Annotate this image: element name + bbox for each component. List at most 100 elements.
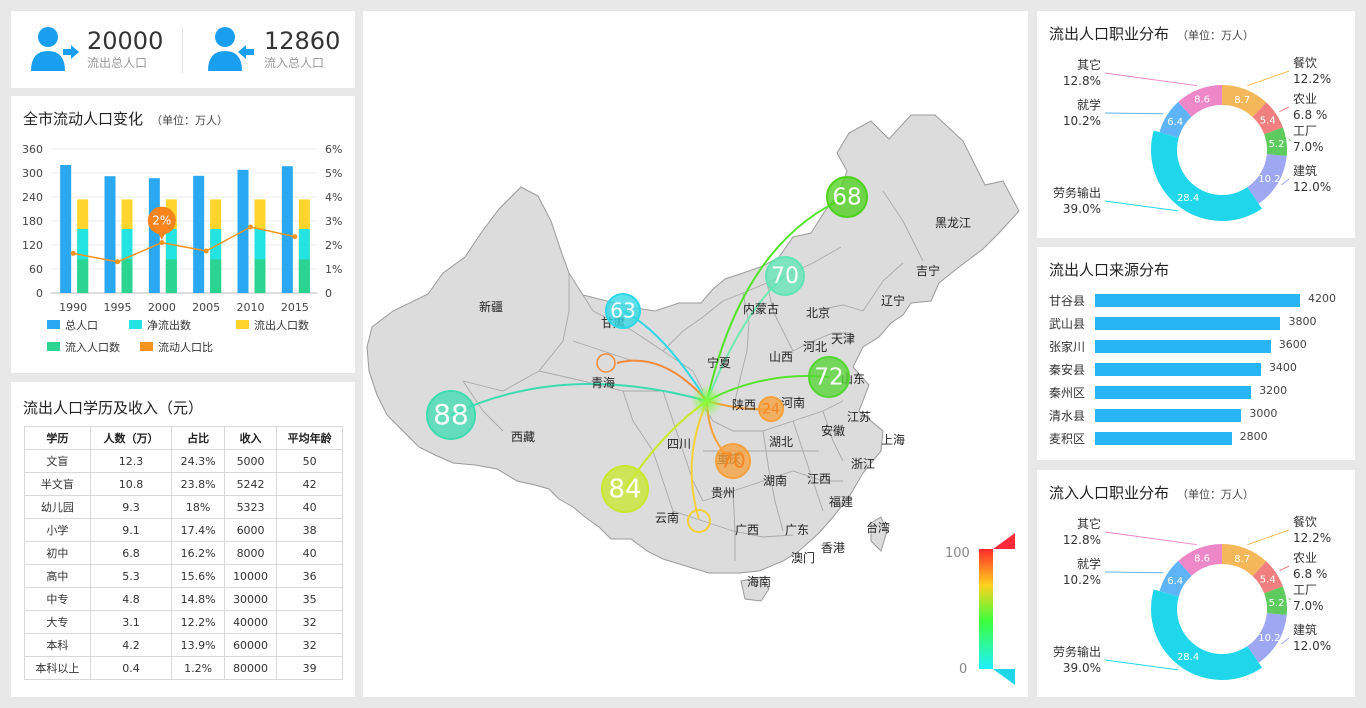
province-label[interactable]: 江苏 (847, 410, 871, 424)
donut-slice[interactable] (1178, 85, 1222, 117)
donut-slice[interactable] (1151, 130, 1263, 221)
legend-swatch[interactable] (129, 320, 142, 329)
legend-label[interactable]: 净流出数 (147, 318, 191, 332)
table-cell: 13.9% (171, 633, 225, 657)
table-cell: 初中 (24, 541, 91, 565)
donut-slice[interactable] (1159, 102, 1192, 138)
donut-slice[interactable] (1151, 589, 1263, 680)
donut-slice[interactable] (1247, 613, 1287, 663)
province-label[interactable]: 辽宁 (881, 293, 905, 308)
list-item[interactable]: 秦安县 3400 (1037, 358, 1366, 381)
source-name: 武山县 (1049, 317, 1086, 331)
legend-swatch[interactable] (47, 342, 60, 351)
y-tick-label: 360 (22, 143, 43, 156)
ratio-point[interactable] (115, 259, 120, 265)
legend-swatch[interactable] (236, 320, 249, 329)
province-label[interactable]: 江西 (807, 472, 831, 486)
flow-bubble[interactable] (758, 396, 784, 422)
donut-slice[interactable] (1252, 102, 1283, 135)
province-label[interactable]: 上海 (881, 432, 905, 447)
donut-slice[interactable] (1264, 127, 1287, 157)
table-cell: 4.2 (89, 633, 173, 657)
table-row: 幼儿园 9.3 18% 5323 40 (24, 495, 343, 519)
flow-bubble[interactable] (605, 293, 641, 329)
source-name: 清水县 (1049, 409, 1086, 423)
province-label[interactable]: 天津 (831, 332, 855, 346)
province-label[interactable]: 河南 (781, 395, 805, 410)
donut-slice[interactable] (1159, 561, 1192, 597)
province-label[interactable]: 黑龙江 (935, 216, 971, 230)
flow-bubble[interactable] (715, 443, 751, 479)
inflow-label: 流入总人口 (264, 55, 325, 70)
list-item[interactable]: 张家川 3600 (1037, 335, 1366, 358)
table-cell: 6.8 (89, 541, 173, 565)
province-label[interactable]: 海南 (747, 574, 771, 589)
donut-slice[interactable] (1222, 544, 1267, 577)
slice-leader-line (1247, 70, 1290, 87)
table-row: 大专 3.1 12.2% 40000 32 (24, 610, 343, 634)
flow-bubble[interactable] (808, 356, 850, 398)
province-label[interactable]: 宁夏 (707, 355, 731, 370)
province-label[interactable]: 福建 (829, 494, 853, 509)
donut-slice[interactable] (1178, 544, 1222, 576)
list-item[interactable]: 清水县 3000 (1037, 404, 1366, 427)
flow-bubble[interactable] (826, 176, 868, 218)
list-item[interactable]: 秦州区 3200 (1037, 381, 1366, 404)
province-label[interactable]: 西藏 (511, 430, 535, 444)
province-label[interactable]: 安徽 (821, 423, 845, 438)
province-label[interactable]: 台湾 (866, 520, 890, 535)
legend-swatch[interactable] (47, 320, 60, 329)
province-label[interactable]: 广西 (735, 523, 759, 537)
donut-slice[interactable] (1247, 154, 1287, 204)
legend-label[interactable]: 总人口 (65, 318, 98, 332)
province-label[interactable]: 陕西 (732, 397, 756, 412)
legend-label[interactable]: 流动人口比 (158, 340, 213, 354)
flow-bubble[interactable] (765, 256, 805, 296)
donut-slice[interactable] (1264, 586, 1287, 616)
ratio-point[interactable] (159, 240, 165, 246)
slice-pct-label: 12.0% (1293, 180, 1331, 194)
legend-swatch[interactable] (140, 342, 153, 351)
legend-label[interactable]: 流入人口数 (65, 340, 120, 354)
ratio-point[interactable] (248, 224, 253, 230)
list-item[interactable]: 麦积区 2800 (1037, 427, 1366, 450)
ratio-point[interactable] (203, 248, 209, 254)
legend-label[interactable]: 流出人口数 (254, 318, 309, 332)
province-label[interactable]: 四川 (667, 437, 691, 451)
donut-slice[interactable] (1222, 85, 1267, 118)
province-label[interactable]: 广东 (785, 523, 809, 537)
flow-bubble[interactable] (601, 465, 649, 513)
province-label[interactable]: 内蒙古 (743, 301, 779, 316)
list-item[interactable]: 武山县 3800 (1037, 312, 1366, 335)
province-label[interactable]: 河北 (803, 340, 827, 354)
scale-max-handle[interactable] (993, 533, 1015, 549)
list-item[interactable]: 甘谷县 4200 (1037, 289, 1366, 312)
flow-bubble[interactable] (426, 390, 476, 440)
province-label[interactable]: 吉宁 (916, 263, 940, 278)
table-cell: 10.8 (89, 472, 173, 496)
table-cell: 4.8 (89, 587, 173, 611)
source-bar (1095, 432, 1232, 445)
slice-name-label: 农业 (1293, 92, 1317, 106)
province-label[interactable]: 湖北 (769, 434, 793, 449)
province-label[interactable]: 贵州 (711, 486, 735, 500)
y2-tick-label: 5% (325, 167, 342, 180)
province-label[interactable]: 香港 (821, 541, 845, 555)
donut-slice[interactable] (1252, 561, 1283, 594)
in-jobs-donut: 8.7 餐饮 12.2% 5.4 农业 6.8 % 5.2 工厂 7.0% 10.2 建筑 12.0%… (1053, 514, 1331, 680)
ratio-point[interactable] (292, 234, 298, 240)
out-jobs-donut: 8.7 餐饮 12.2% 5.4 农业 6.8 % 5.2 工厂 7.0% 10.2 建筑 12.0%… (1053, 55, 1331, 221)
province-label[interactable]: 云南 (655, 510, 679, 525)
table-cell: 0.4 (89, 656, 173, 680)
ratio-point[interactable] (70, 250, 76, 256)
slice-value: 8.7 (1234, 554, 1250, 565)
source-value: 3600 (1278, 338, 1307, 351)
province-label[interactable]: 澳门 (791, 550, 815, 565)
province-label[interactable]: 山西 (769, 350, 793, 364)
province-label[interactable]: 青海 (591, 375, 615, 390)
province-label[interactable]: 浙江 (851, 457, 875, 471)
province-label[interactable]: 北京 (806, 306, 830, 320)
province-label[interactable]: 湖南 (763, 473, 787, 488)
province-label[interactable]: 新疆 (479, 299, 503, 314)
scale-min-handle[interactable] (993, 669, 1015, 685)
